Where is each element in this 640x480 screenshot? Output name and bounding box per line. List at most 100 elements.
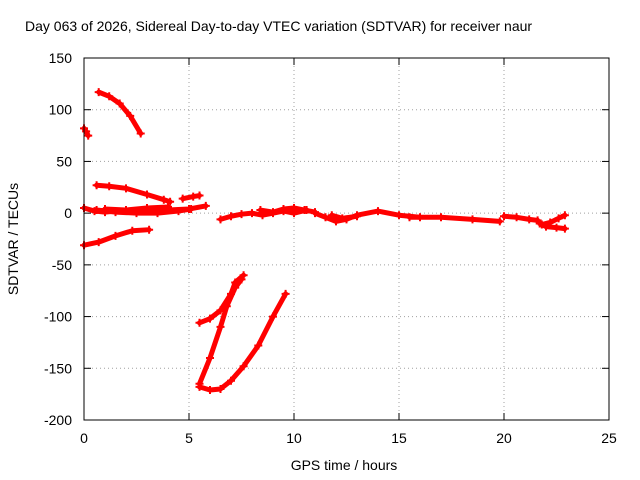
data-point xyxy=(237,210,246,219)
data-point xyxy=(290,203,298,212)
data-point xyxy=(195,382,204,391)
y-axis-label: SDTVAR / TECUs xyxy=(5,183,21,295)
y-tick-label: -200 xyxy=(44,412,72,428)
data-point xyxy=(237,275,246,284)
x-tick-label: 5 xyxy=(185,430,193,446)
data-point xyxy=(227,376,235,385)
x-axis-label: GPS time / hours xyxy=(291,457,398,473)
data-point xyxy=(495,217,504,226)
series-arc-17 xyxy=(500,212,542,225)
data-point xyxy=(239,362,248,371)
series-arc-19 xyxy=(537,211,569,229)
data-point xyxy=(279,205,288,214)
x-tick-label: 15 xyxy=(391,430,407,446)
data-point xyxy=(206,353,214,362)
series-trace xyxy=(407,214,503,224)
series-arc-2 xyxy=(94,88,145,138)
data-point xyxy=(374,207,382,216)
series-layer xyxy=(80,88,569,395)
data-point xyxy=(512,213,521,222)
data-point xyxy=(136,129,145,138)
data-point xyxy=(92,206,101,215)
data-point xyxy=(111,208,120,217)
data-point xyxy=(115,99,124,108)
data-point xyxy=(300,206,309,215)
data-point xyxy=(195,318,204,327)
data-point xyxy=(94,238,103,247)
x-tick-label: 0 xyxy=(80,430,88,446)
series-arc-7 xyxy=(92,205,196,218)
data-point xyxy=(187,205,196,214)
data-point xyxy=(437,213,445,222)
data-point xyxy=(227,212,235,221)
data-point xyxy=(92,181,101,190)
data-point xyxy=(94,88,103,97)
y-tick-label: 150 xyxy=(49,50,73,66)
data-point xyxy=(206,314,214,323)
data-point xyxy=(201,201,210,210)
series-arc-8 xyxy=(178,191,204,203)
data-point xyxy=(269,312,277,321)
data-point xyxy=(111,231,120,240)
y-tick-label: 100 xyxy=(49,102,73,118)
series-arc-10 xyxy=(195,275,246,388)
data-point xyxy=(281,289,290,298)
data-point xyxy=(231,283,240,292)
chart-title: Day 063 of 2026, Sidereal Day-to-day VTE… xyxy=(25,18,532,34)
data-point xyxy=(216,384,225,393)
data-point xyxy=(353,212,361,221)
data-point xyxy=(500,212,508,221)
data-point xyxy=(216,322,225,331)
data-point xyxy=(552,223,561,232)
data-point xyxy=(189,192,198,201)
grid-layer xyxy=(84,58,609,420)
data-point xyxy=(537,220,546,229)
data-point xyxy=(105,92,114,101)
data-point xyxy=(132,209,141,218)
data-point xyxy=(256,206,265,215)
data-point xyxy=(338,214,347,223)
data-point xyxy=(126,111,135,120)
data-point xyxy=(560,224,569,233)
x-tick-label: 10 xyxy=(286,430,302,446)
data-point xyxy=(468,215,477,224)
data-point xyxy=(546,218,555,227)
data-point xyxy=(554,214,563,223)
data-point xyxy=(166,197,175,206)
data-point xyxy=(311,209,319,218)
data-point xyxy=(216,215,225,224)
data-point xyxy=(560,211,569,220)
data-point xyxy=(327,211,336,220)
data-point xyxy=(159,195,168,204)
data-point xyxy=(405,213,414,222)
series-trace xyxy=(501,213,541,223)
data-point xyxy=(128,226,137,235)
x-tick-label: 20 xyxy=(496,430,512,446)
y-tick-label: 50 xyxy=(56,153,72,169)
data-point xyxy=(105,182,114,191)
data-point xyxy=(143,190,151,199)
series-arc-15 xyxy=(327,211,361,223)
data-point xyxy=(174,207,183,216)
y-tick-label: -150 xyxy=(44,360,72,376)
data-point xyxy=(248,209,256,218)
data-point xyxy=(222,302,231,311)
tick-layer xyxy=(83,57,610,421)
data-point xyxy=(254,341,263,350)
data-point xyxy=(195,191,204,200)
series-arc-11 xyxy=(195,289,290,395)
series-trace xyxy=(197,276,244,387)
y-tick-label: 0 xyxy=(64,205,72,221)
data-point xyxy=(84,131,93,140)
data-point xyxy=(122,184,130,193)
data-point xyxy=(206,386,214,395)
series-trace xyxy=(539,212,568,228)
data-point xyxy=(239,271,248,280)
tick-label-layer: 0 5 10 15 20 25 -200 -150 -100 -50 0 50 100 150 xyxy=(44,50,617,446)
data-point xyxy=(525,215,534,224)
x-tick-label: 25 xyxy=(601,430,617,446)
series-arc-3 xyxy=(92,181,175,206)
series-arc-16 xyxy=(405,213,504,226)
